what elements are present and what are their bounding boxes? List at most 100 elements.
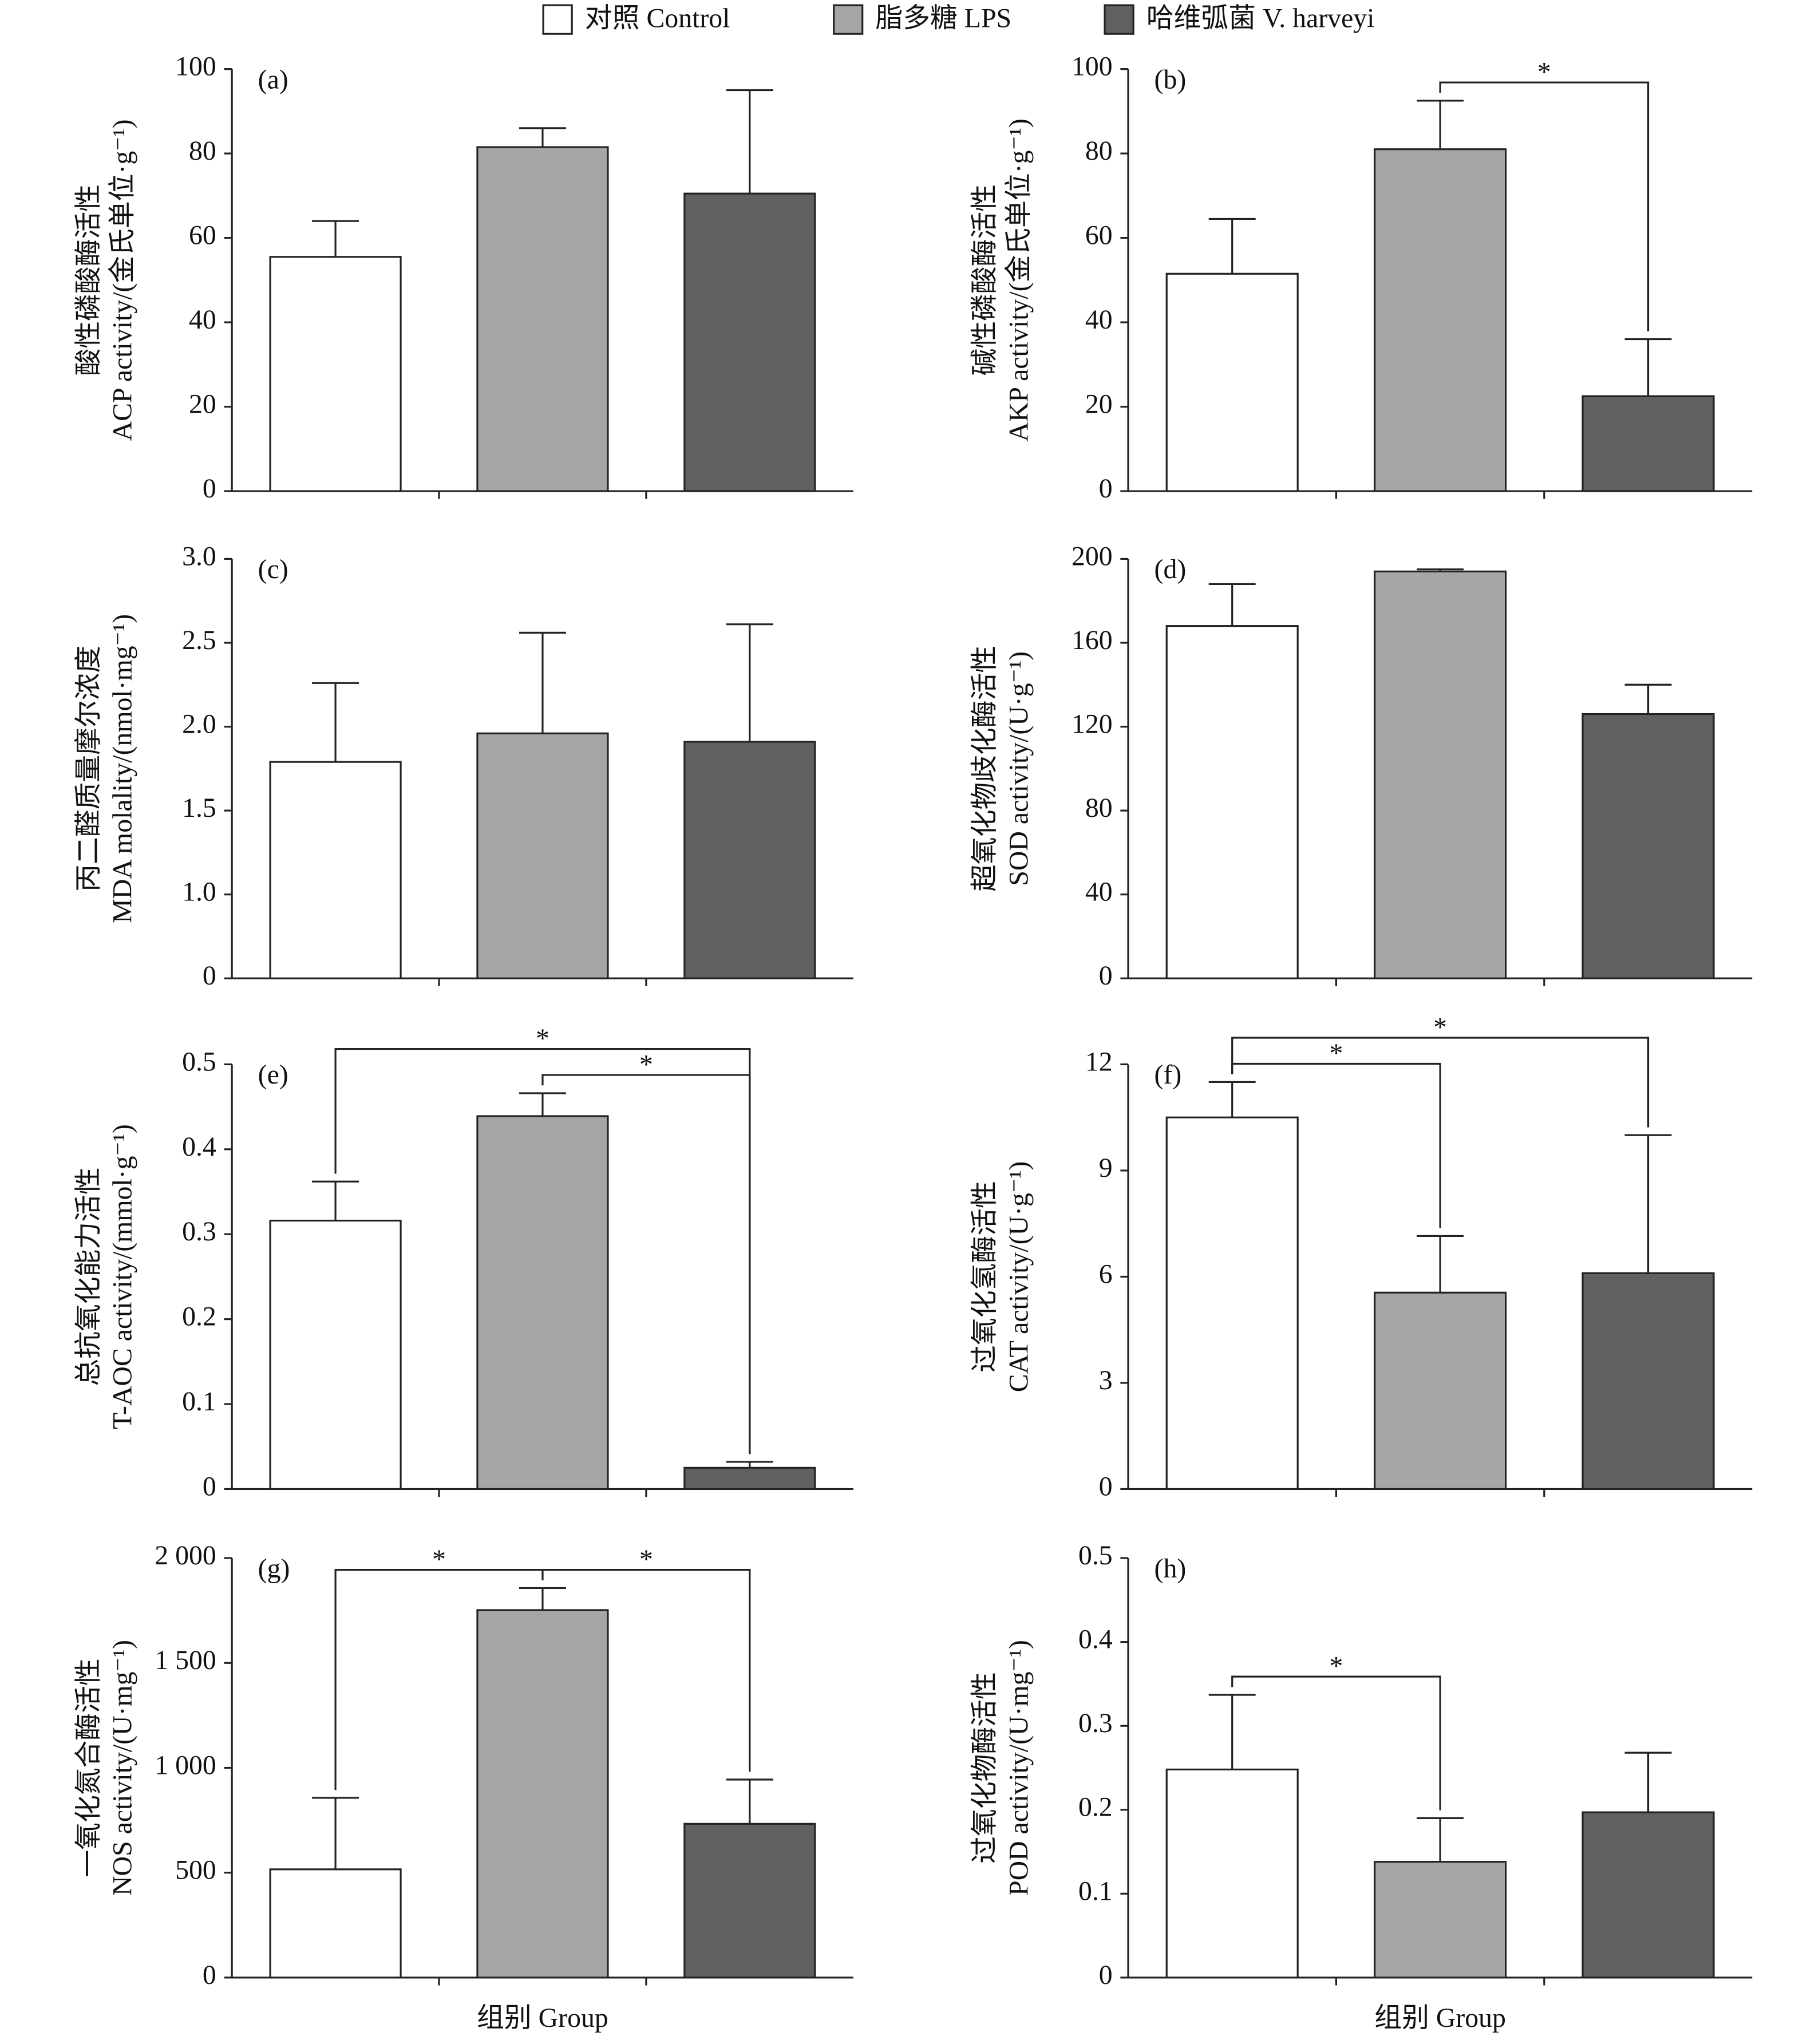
- y-tick-label: 0.3: [1078, 1708, 1113, 1738]
- bar: [683, 1822, 816, 1979]
- bar: [269, 1219, 402, 1491]
- y-tick-label: 2 000: [155, 1540, 216, 1571]
- panel-label: (b): [1154, 64, 1187, 94]
- y-tick-label: 40: [189, 305, 216, 335]
- x-axis-label: 组别 Group: [1374, 2003, 1506, 2033]
- y-axis-label: 总抗氧化能力活性: [73, 1167, 104, 1386]
- x-axis-label: 组别 Group: [477, 2003, 608, 2033]
- y-tick-label: 0.4: [182, 1132, 216, 1162]
- significance-bracket: [1231, 1037, 1650, 1128]
- bar: [683, 192, 816, 492]
- y-tick-label: 160: [1071, 625, 1113, 655]
- y-axis-label: 碱性磷酸酶活性: [970, 184, 1000, 375]
- y-tick-label: 1.0: [182, 877, 216, 907]
- y-tick-label: 0.2: [1078, 1792, 1113, 1822]
- panel: 0 0.1 0.2 0.3 0.4 0.5 (e) 总抗氧化能力活性 T-AOC activit…: [73, 1023, 853, 1501]
- y-tick-label: 0: [1099, 473, 1113, 504]
- y-axis-label: 过氧化氢酶活性: [970, 1181, 1000, 1372]
- y-tick-label: 3.0: [182, 541, 216, 571]
- significance-label: *: [639, 1544, 653, 1575]
- significance-label: *: [1329, 1651, 1343, 1681]
- panel: 0 3 6 9 12 (f) 过氧化氢酶活性 CAT activity/(U·g⁻¹) * *: [970, 1012, 1753, 1501]
- bar: [1165, 272, 1299, 492]
- significance-label: *: [639, 1049, 653, 1080]
- bar: [1165, 625, 1299, 979]
- bar: [269, 1868, 402, 1979]
- y-tick-label: 0: [203, 960, 216, 991]
- significance-label: *: [536, 1023, 549, 1054]
- bar: [1581, 1811, 1715, 1979]
- y-axis-label: 超氧化物歧化酶活性: [970, 646, 1000, 892]
- y-axis-label: 酸性磷酸酶活性: [73, 184, 104, 375]
- y-axis-label: SOD activity/(U·g⁻¹): [1003, 651, 1034, 886]
- panel: 0 20 40 60 80 100 (a) 酸性磷酸酶活性 ACP activity/(金氏单位…: [73, 52, 853, 504]
- y-tick-label: 9: [1099, 1153, 1113, 1183]
- y-axis-label: POD activity/(U·mg⁻¹): [1003, 1640, 1034, 1896]
- significance-label: *: [1433, 1012, 1447, 1042]
- y-axis-label: ACP activity/(金氏单位·g⁻¹): [107, 119, 137, 441]
- y-axis-label: CAT activity/(U·g⁻¹): [1003, 1161, 1034, 1393]
- legend-swatch: [542, 4, 573, 35]
- panel-label: (a): [258, 64, 288, 94]
- y-tick-label: 80: [1085, 793, 1113, 823]
- y-tick-label: 3: [1099, 1365, 1113, 1395]
- significance-label: *: [1329, 1038, 1343, 1069]
- bar: [476, 732, 609, 979]
- y-tick-label: 500: [175, 1855, 216, 1885]
- y-tick-label: 1 000: [155, 1750, 216, 1780]
- y-tick-label: 0: [203, 1960, 216, 1990]
- y-tick-label: 200: [1071, 541, 1113, 571]
- y-tick-label: 0.5: [1078, 1540, 1113, 1571]
- significance-bracket: [541, 1568, 751, 1772]
- bar: [1374, 570, 1507, 979]
- panel-label: (g): [258, 1553, 290, 1584]
- bar: [1374, 1861, 1507, 1979]
- panel: 0 20 40 60 80 100 (b) 碱性磷酸酶活性 AKP activity/(金氏单位…: [970, 52, 1753, 504]
- panel: 0 0.1 0.2 0.3 0.4 0.5 (h) 过氧化物酶活性 POD activity/(…: [970, 1540, 1753, 2033]
- y-tick-label: 80: [1085, 136, 1113, 166]
- y-tick-label: 6: [1099, 1259, 1113, 1289]
- y-tick-label: 0.1: [1078, 1876, 1113, 1906]
- panel: 0 1.0 1.5 2.0 2.5 3.0 (c) 丙二醛质量摩尔浓度 MDA molality…: [73, 541, 853, 991]
- bar: [683, 1466, 816, 1491]
- panel: 0 40 80 120 160 200 (d) 超氧化物歧化酶活性 SOD activity/(…: [970, 541, 1753, 991]
- y-tick-label: 0.5: [182, 1046, 216, 1077]
- y-axis-label: NOS activity/(U·mg⁻¹): [107, 1640, 137, 1896]
- bar: [1581, 1272, 1715, 1491]
- y-tick-label: 0.2: [182, 1302, 216, 1332]
- y-tick-label: 20: [1085, 389, 1113, 420]
- y-tick-label: 0.3: [182, 1216, 216, 1247]
- y-axis-label: 丙二醛质量摩尔浓度: [73, 646, 104, 892]
- bar: [1581, 713, 1715, 979]
- bar: [1165, 1768, 1299, 1979]
- bar: [1581, 395, 1715, 492]
- y-tick-label: 2.5: [182, 625, 216, 655]
- y-tick-label: 0: [203, 473, 216, 504]
- bar: [269, 256, 402, 492]
- y-tick-label: 0.4: [1078, 1624, 1113, 1655]
- bar: [269, 761, 402, 979]
- bar: [1374, 1291, 1507, 1491]
- bar: [476, 146, 609, 492]
- significance-label: *: [432, 1544, 446, 1575]
- y-axis-label: 一氧化氮合酶活性: [73, 1658, 104, 1877]
- significance-bracket: [1439, 81, 1650, 331]
- y-tick-label: 0: [1099, 1471, 1113, 1501]
- y-tick-label: 100: [1071, 52, 1113, 82]
- legend-label: 对照 Control: [585, 3, 730, 33]
- y-tick-label: 60: [189, 220, 216, 251]
- y-tick-label: 20: [189, 389, 216, 420]
- panel-label: (e): [258, 1059, 288, 1090]
- panel: 0 500 1 000 1 500 2 000 (g) 一氧化氮合酶活性 NOS activi…: [73, 1540, 853, 2033]
- legend-label: 脂多糖 LPS: [875, 3, 1011, 33]
- y-axis-label: T-AOC activity/(mmol·g⁻¹): [107, 1124, 137, 1429]
- y-tick-label: 0: [203, 1471, 216, 1501]
- bar: [1374, 148, 1507, 492]
- y-tick-label: 1.5: [182, 793, 216, 823]
- y-tick-label: 80: [189, 136, 216, 166]
- bar: [683, 741, 816, 979]
- significance-bracket: [1231, 1675, 1441, 1810]
- y-tick-label: 120: [1071, 709, 1113, 740]
- y-tick-label: 40: [1085, 305, 1113, 335]
